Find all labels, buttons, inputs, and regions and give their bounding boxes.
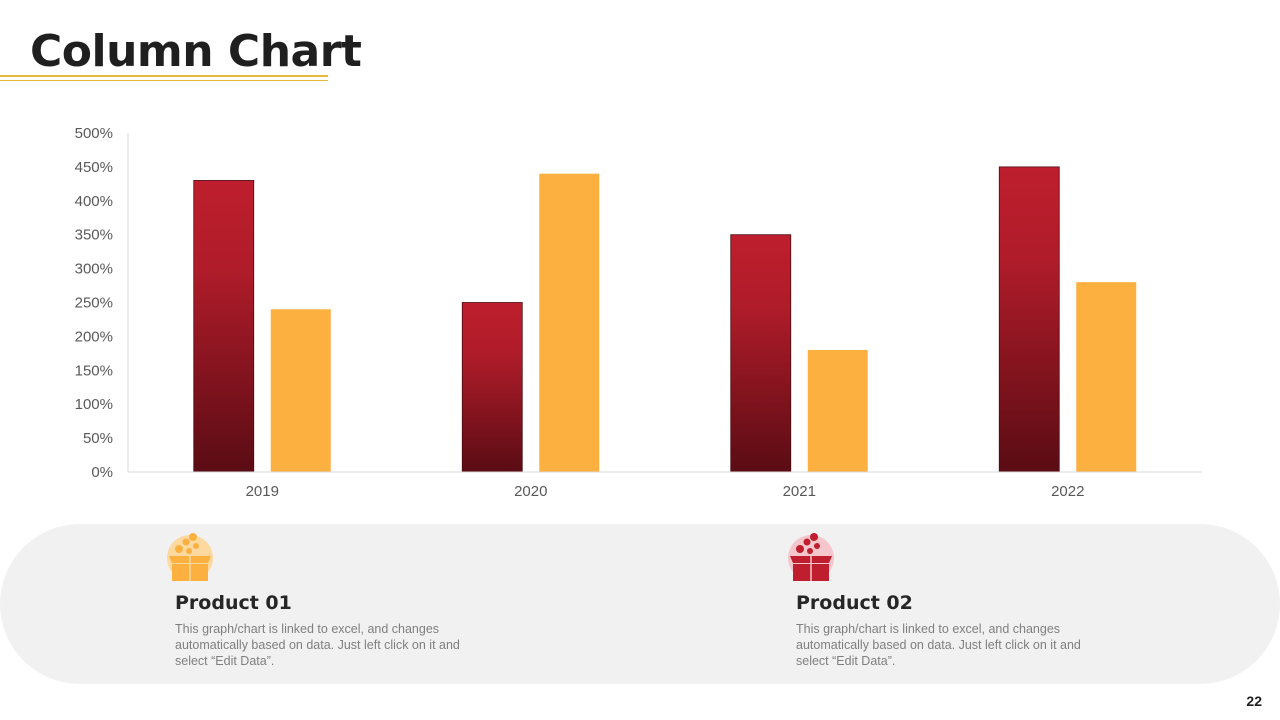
y-tick-label: 300% (75, 261, 113, 278)
y-tick-label: 100% (75, 396, 113, 413)
bar-product-01-2022 (1076, 282, 1137, 472)
bar-product-02-2020 (461, 302, 523, 473)
x-tick-label: 2019 (246, 483, 279, 500)
bar-product-02-2019 (193, 180, 255, 473)
title-underline (0, 75, 328, 77)
bar-product-02-2022 (998, 166, 1060, 473)
x-tick-label: 2020 (514, 483, 547, 500)
title-underline-secondary (0, 80, 328, 81)
y-tick-label: 350% (75, 227, 113, 244)
info-panel (0, 524, 1280, 684)
gift-box-icon (167, 533, 213, 581)
y-tick-label: 50% (83, 430, 113, 447)
y-tick-label: 450% (75, 159, 113, 176)
column-chart: 0% 50% 100% 150% 200% 250% 300% 350% 400% 450% 500… (75, 125, 1202, 500)
product-01-title: Product 01 (175, 592, 292, 614)
x-axis-labels: 2019 2020 2021 2022 (246, 483, 1085, 500)
x-tick-label: 2022 (1051, 483, 1084, 500)
product-02-description: This graph/chart is linked to excel, and… (796, 622, 1081, 668)
bar-product-01-2020 (539, 173, 600, 472)
slide-title: Column Chart (30, 26, 362, 77)
page-number: 22 (1246, 693, 1262, 709)
bar-product-01-2021 (807, 349, 868, 472)
gift-box-icon (788, 533, 834, 581)
y-tick-label: 0% (91, 464, 113, 481)
y-tick-label: 400% (75, 193, 113, 210)
y-axis-labels: 0% 50% 100% 150% 200% 250% 300% 350% 400% 450% 500… (75, 125, 113, 481)
y-tick-label: 150% (75, 362, 113, 379)
y-tick-label: 250% (75, 295, 113, 312)
bar-product-01-2019 (270, 309, 331, 472)
product-02-title: Product 02 (796, 592, 913, 614)
y-tick-label: 500% (75, 125, 113, 142)
bar-product-02-2021 (730, 234, 792, 473)
y-tick-label: 200% (75, 328, 113, 345)
x-tick-label: 2021 (783, 483, 816, 500)
product-01-description: This graph/chart is linked to excel, and… (175, 622, 460, 668)
bars (193, 166, 1137, 473)
